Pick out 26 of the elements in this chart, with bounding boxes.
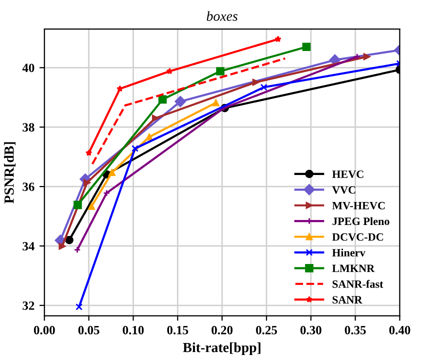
y-tick-label: 36 [22, 182, 34, 191]
chart-title: boxes [206, 11, 238, 21]
x-tick-label: 0.40 [389, 326, 410, 334]
y-tick-label: 38 [22, 123, 34, 132]
x-tick-label: 0.05 [78, 326, 100, 334]
x-tick-label: 0.00 [34, 326, 55, 334]
legend-label: LMKNR [332, 264, 375, 272]
x-axis-title: Bit-rate[bpp] [182, 342, 260, 356]
legend-label: HEVC [332, 170, 364, 178]
x-tick-label: 0.30 [300, 326, 322, 334]
x-tick-label: 0.15 [167, 326, 188, 334]
x-tick-label: 0.35 [344, 326, 366, 334]
y-tick-label: 34 [22, 242, 34, 250]
x-tick-label: 0.20 [212, 326, 233, 334]
legend-label: DCVC-DC [332, 233, 384, 241]
y-axis-title: PSNR[dB] [4, 142, 16, 204]
legend-label: SANR-fast [332, 280, 384, 288]
x-tick-label: 0.10 [122, 326, 144, 334]
legend-label: MV-HEVC [332, 202, 385, 210]
legend-label: Hinerv [332, 248, 366, 256]
y-tick-label: 40 [22, 64, 34, 72]
y-tick-label: 32 [22, 301, 34, 310]
legend-label: JPEG Pleno [332, 217, 390, 226]
legend-label: VVC [332, 186, 356, 194]
x-tick-label: 0.25 [256, 326, 277, 334]
legend-label: SANR [332, 296, 362, 304]
